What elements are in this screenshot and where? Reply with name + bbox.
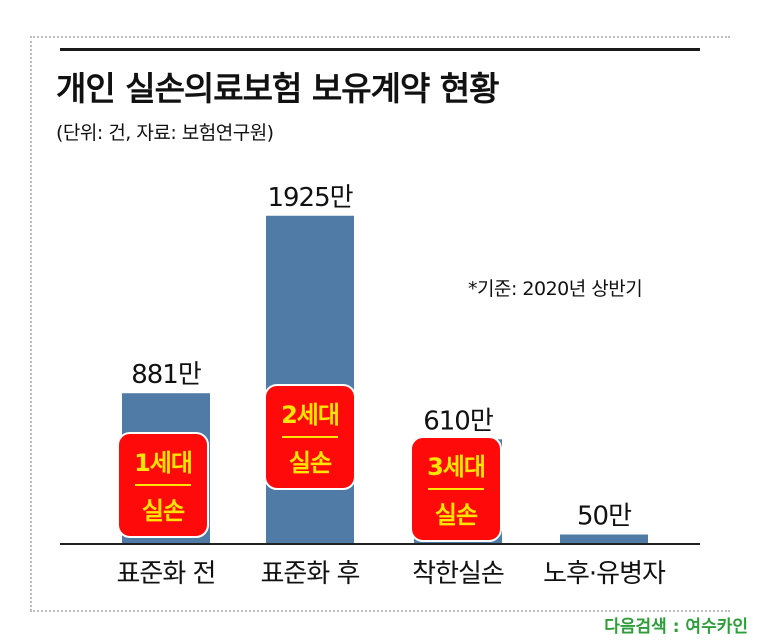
category-label-1: 표준화 전 [117, 559, 216, 589]
category-label-3: 착한실손 [412, 559, 504, 589]
frame-dotted-top [30, 36, 730, 38]
chart-title: 개인 실손의료보험 보유계약 현황 [56, 69, 500, 108]
category-label-4: 노후·유병자 [543, 559, 666, 589]
badge-line2-1: 실손 [142, 497, 185, 525]
chart-subtitle: (단위: 건, 자료: 보험연구원) [56, 122, 274, 144]
badge-line2-3: 실손 [435, 501, 478, 529]
value-label-2: 1925만 [267, 183, 352, 213]
value-label-4: 50만 [577, 502, 631, 532]
badge-line1-3: 3세대 [427, 453, 485, 481]
watermark: 다음검색 : 여수카인 [604, 617, 748, 637]
value-label-3: 610만 [423, 406, 493, 436]
value-label-1: 881만 [131, 360, 201, 390]
chart-note: *기준: 2020년 상반기 [468, 278, 643, 300]
badge-line1-2: 2세대 [281, 401, 339, 429]
frame-dotted-left [30, 36, 32, 611]
category-label-2: 표준화 후 [261, 559, 360, 589]
badge-line1-1: 1세대 [134, 449, 192, 477]
header-rule [60, 48, 700, 51]
bar-4 [560, 534, 648, 543]
frame-dotted-bottom [30, 610, 730, 612]
badge-line2-2: 실손 [289, 449, 332, 477]
bar-2 [266, 215, 354, 543]
